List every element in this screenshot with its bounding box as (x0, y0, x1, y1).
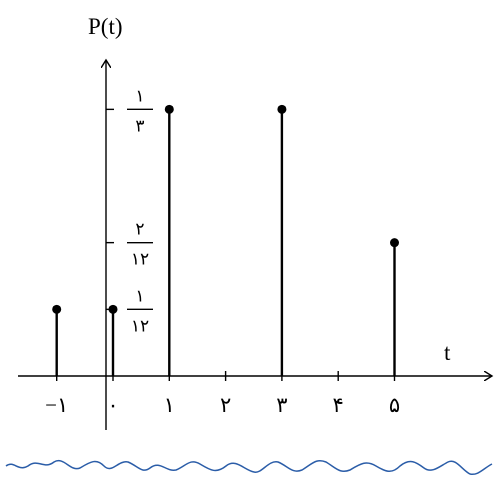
x-tick-label: ۳ (276, 393, 287, 417)
y-tick-denominator: ۱۲ (131, 250, 149, 269)
x-tick-label: ۵ (389, 393, 400, 417)
stem-point (164, 104, 174, 114)
x-tick-group: −۱ ۰ ۱ ۲ ۳ ۴ ۵ (45, 371, 400, 417)
stem-series (52, 104, 399, 376)
stem-point (390, 238, 399, 248)
y-tick-denominator: ۱۲ (131, 316, 149, 335)
y-tick-group: ۱ ۱۲ ۲ ۱۲ ۱ ۳ (106, 86, 153, 335)
y-tick-denominator: ۳ (135, 116, 144, 135)
x-tick-label: ۴ (333, 393, 344, 417)
stem-point (108, 304, 118, 314)
x-tick-label: ۰ (107, 393, 118, 417)
y-tick-numerator: ۲ (135, 220, 144, 239)
x-tick-label: ۱ (164, 393, 175, 417)
chart-title: P(t) (88, 14, 123, 39)
stem-point (52, 304, 62, 314)
x-axis-label: t (444, 340, 451, 365)
x-tick-label: ۲ (220, 393, 231, 417)
y-tick-numerator: ۱ (135, 286, 144, 305)
torn-edge-decoration (5, 459, 493, 476)
stem-point (277, 104, 287, 114)
x-tick-label: −۱ (45, 393, 68, 417)
y-tick-numerator: ۱ (135, 86, 144, 105)
